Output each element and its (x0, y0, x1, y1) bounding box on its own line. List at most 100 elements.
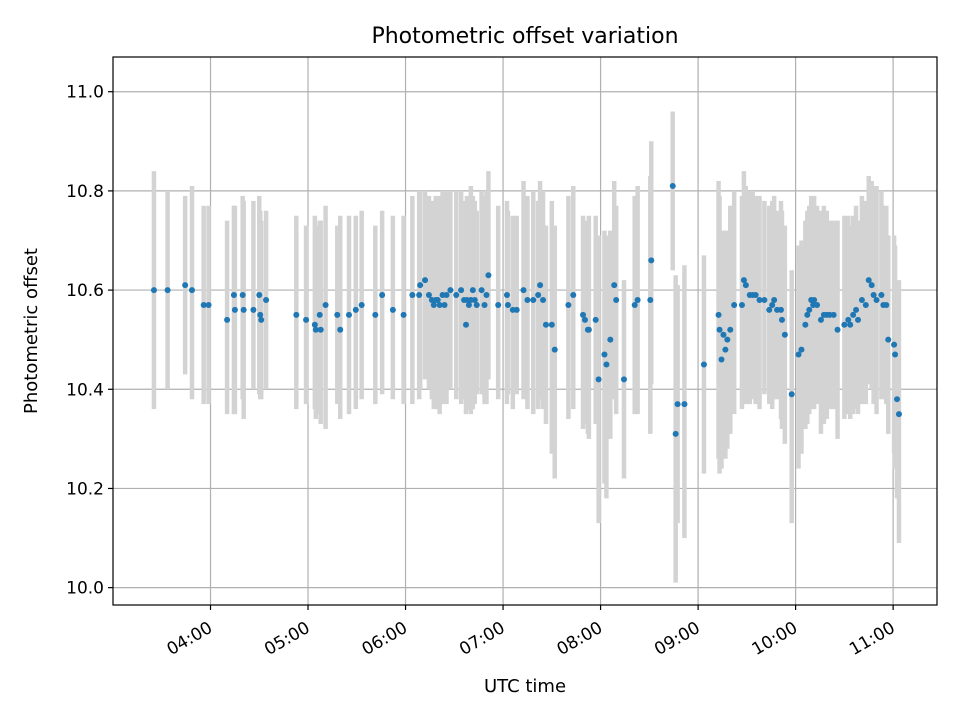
y-tick-label: 10.4 (66, 380, 104, 400)
data-point (581, 316, 588, 323)
data-point (894, 396, 901, 403)
data-point (358, 301, 365, 308)
data-point (674, 401, 681, 408)
data-point (850, 311, 857, 318)
data-point (766, 306, 773, 313)
data-point (443, 292, 450, 299)
data-point (716, 326, 723, 333)
data-point (458, 287, 465, 294)
y-axis-label: Photometric offset (21, 248, 42, 414)
data-point (585, 326, 592, 333)
data-point (891, 341, 898, 348)
data-point (878, 292, 885, 299)
data-point (409, 292, 416, 299)
data-point (720, 331, 727, 338)
data-point (892, 351, 899, 358)
data-point (481, 301, 488, 308)
data-point (447, 287, 454, 294)
data-point (150, 287, 157, 294)
data-point (520, 287, 527, 294)
data-point (727, 326, 734, 333)
x-axis-label: UTC time (484, 676, 566, 697)
data-point (422, 277, 429, 284)
data-point (352, 306, 359, 313)
data-point (740, 277, 747, 284)
data-point (258, 316, 265, 323)
data-point (862, 301, 869, 308)
data-point (883, 301, 890, 308)
y-tick-label: 10.8 (66, 182, 104, 202)
data-point (535, 292, 542, 299)
data-point (337, 326, 344, 333)
data-point (441, 301, 448, 308)
data-point (722, 346, 729, 353)
data-point (868, 282, 875, 289)
y-tick-label: 11.0 (66, 83, 104, 103)
data-point (231, 306, 238, 313)
data-point (537, 282, 544, 289)
data-point (513, 306, 520, 313)
data-point (463, 321, 470, 328)
data-point (239, 292, 246, 299)
data-point (303, 316, 310, 323)
data-point (814, 301, 821, 308)
data-point (436, 301, 443, 308)
data-point (700, 361, 707, 368)
data-point (473, 301, 480, 308)
data-point (379, 292, 386, 299)
data-point (293, 311, 300, 318)
data-point (742, 282, 749, 289)
data-point (256, 292, 263, 299)
data-point (425, 292, 432, 299)
data-point (648, 257, 655, 264)
data-point (853, 306, 860, 313)
data-point (718, 356, 725, 363)
data-point (672, 430, 679, 437)
data-point (483, 292, 490, 299)
data-point (400, 311, 407, 318)
data-point (595, 376, 602, 383)
data-point (240, 306, 247, 313)
y-tick-label: 10.0 (66, 579, 104, 599)
y-axis-ticks: 10.0 10.2 10.4 10.6 10.8 11.0 (66, 83, 113, 599)
data-point (855, 316, 862, 323)
data-point (430, 301, 437, 308)
data-point (647, 297, 654, 304)
data-point (485, 272, 492, 279)
data-point (777, 306, 784, 313)
data-point (724, 336, 731, 343)
data-point (334, 311, 341, 318)
data-point (230, 292, 237, 299)
data-point (312, 326, 319, 333)
data-point (761, 297, 768, 304)
data-point (885, 336, 892, 343)
data-point (250, 306, 257, 313)
data-point (634, 297, 641, 304)
data-point (417, 282, 424, 289)
data-point (416, 292, 423, 299)
y-tick-label: 10.2 (66, 479, 104, 499)
data-point (257, 311, 264, 318)
data-point (620, 376, 627, 383)
data-point (870, 292, 877, 299)
data-point (847, 321, 854, 328)
data-point (631, 301, 638, 308)
data-point (434, 297, 441, 304)
data-point (322, 301, 329, 308)
data-point (530, 297, 537, 304)
data-point (752, 292, 759, 299)
data-point (738, 301, 745, 308)
y-tick-label: 10.6 (66, 281, 104, 301)
data-point (542, 321, 549, 328)
data-point (551, 346, 558, 353)
data-point (316, 311, 323, 318)
data-point (795, 351, 802, 358)
data-point (715, 311, 722, 318)
data-point (182, 282, 189, 289)
data-points (150, 182, 902, 437)
data-point (830, 311, 837, 318)
data-point (465, 301, 472, 308)
data-point (524, 297, 531, 304)
data-point (603, 361, 610, 368)
